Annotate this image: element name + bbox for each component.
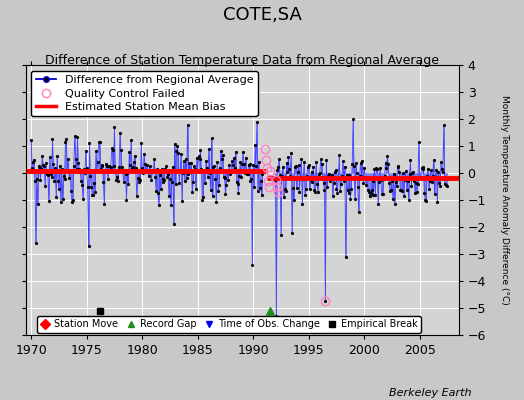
Text: Berkeley Earth: Berkeley Earth — [389, 388, 472, 398]
Title: Difference of Station Temperature Data from Regional Average: Difference of Station Temperature Data f… — [45, 54, 439, 67]
Text: COTE,SA: COTE,SA — [223, 6, 301, 24]
Y-axis label: Monthly Temperature Anomaly Difference (°C): Monthly Temperature Anomaly Difference (… — [500, 95, 509, 305]
Legend: Station Move, Record Gap, Time of Obs. Change, Empirical Break: Station Move, Record Gap, Time of Obs. C… — [37, 316, 421, 333]
